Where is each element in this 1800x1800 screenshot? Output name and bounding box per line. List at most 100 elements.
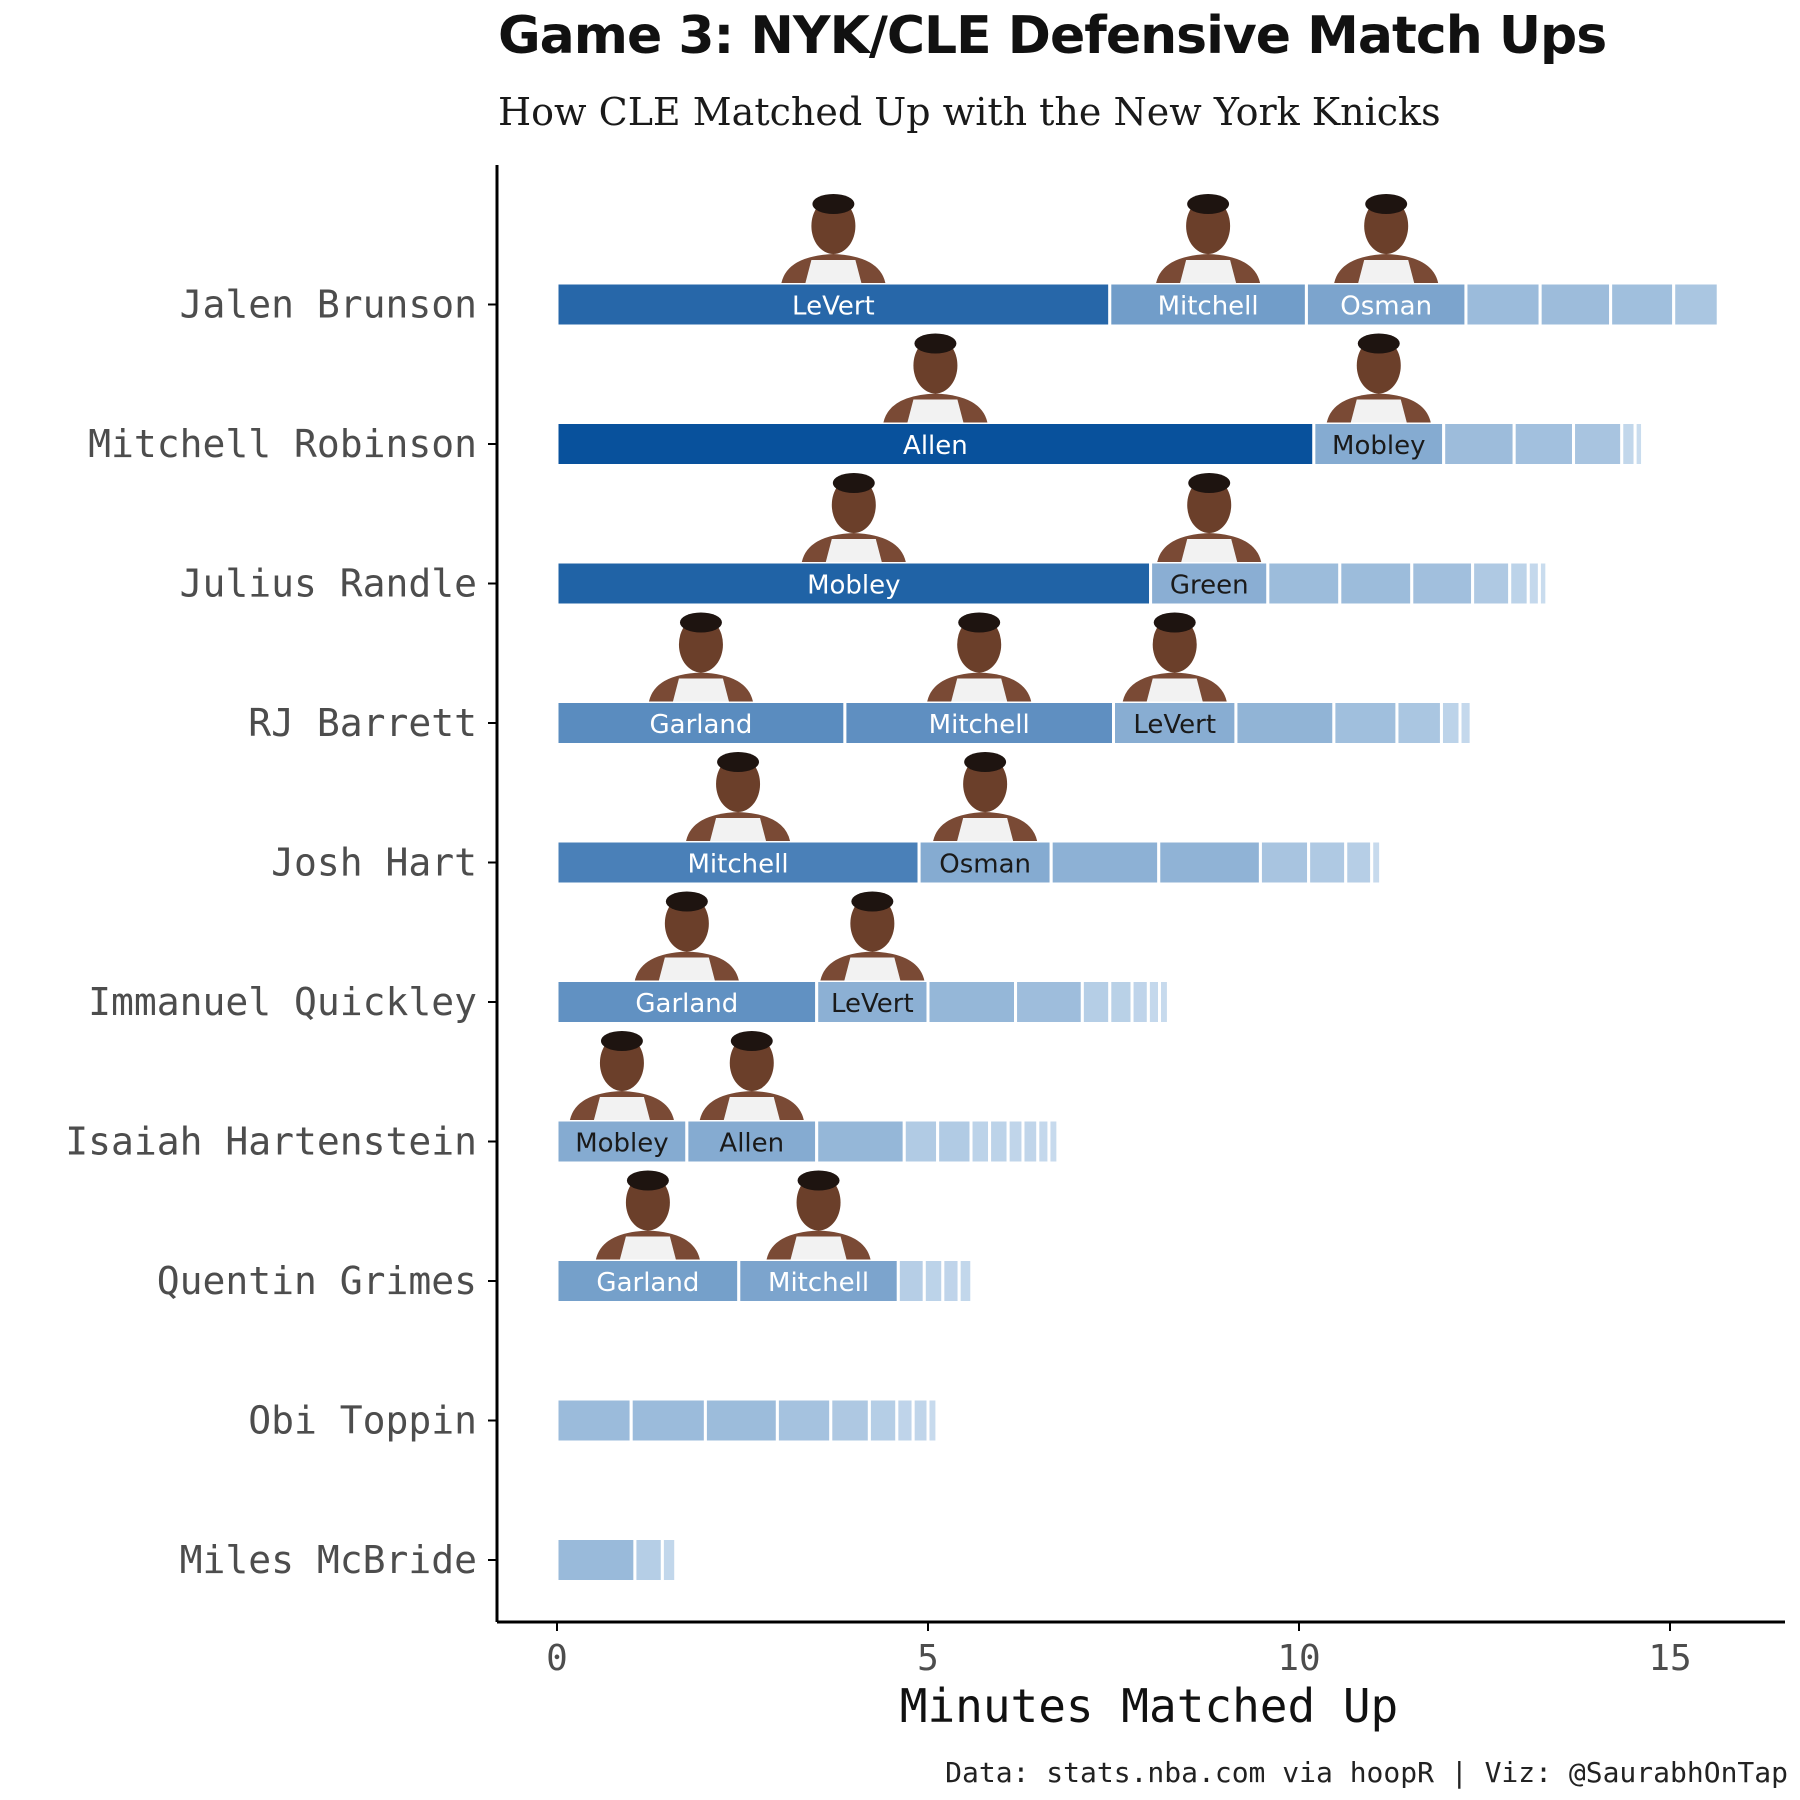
bar-segment — [1146, 979, 1162, 1025]
bar-segment-label: Mobley — [1332, 431, 1425, 461]
headshot-jersey — [593, 1097, 650, 1120]
y-tick-label: Immanuel Quickley — [88, 980, 477, 1024]
bar-segment — [1512, 421, 1576, 467]
bar-segment — [1014, 979, 1084, 1025]
bar-segment-label: Mobley — [807, 571, 900, 601]
headshot-jersey — [844, 957, 901, 981]
bar-segment — [867, 1397, 899, 1444]
headshot-jersey — [825, 539, 882, 562]
bar-segment — [555, 839, 921, 886]
bar-segment — [1049, 839, 1161, 886]
bar-segment — [633, 1537, 664, 1583]
bar-segment — [1538, 281, 1613, 328]
bar-segment-label: Mitchell — [688, 850, 789, 880]
bar-segment — [815, 1118, 906, 1165]
headshot-hair — [832, 473, 875, 493]
headshot-jersey — [957, 818, 1014, 841]
bar-segment — [922, 1258, 945, 1304]
chart-subtitle: How CLE Matched Up with the New York Kni… — [498, 90, 1441, 134]
headshot-hair — [717, 752, 760, 772]
bar-segment — [1672, 281, 1720, 328]
bar-segment — [1006, 1118, 1025, 1165]
bar-segment-label: LeVert — [1133, 710, 1216, 740]
bar-segment — [988, 1118, 1010, 1165]
y-tick-label: Quentin Grimes — [157, 1259, 477, 1303]
bar-segment-label: Garland — [649, 710, 752, 740]
x-axis-title: Minutes Matched Up — [900, 1679, 1399, 1733]
bar-segment — [660, 1537, 678, 1583]
bar-segment-label: LeVert — [792, 292, 875, 322]
bar-segment — [1537, 560, 1549, 607]
bar-segment — [896, 1258, 926, 1304]
bar-segment — [829, 1397, 871, 1444]
headshot-jersey — [1350, 399, 1407, 423]
headshot-jersey — [710, 818, 767, 841]
bar-segment — [1021, 1118, 1040, 1165]
headshot-jersey — [1181, 539, 1238, 562]
bar-segment — [1234, 700, 1336, 746]
bar-segment-label: Allen — [903, 431, 968, 461]
bar-segment — [1439, 700, 1462, 746]
bar-segment — [1108, 979, 1134, 1025]
headshot-jersey — [672, 678, 729, 702]
x-tick-label: 10 — [1277, 1638, 1320, 1679]
bar-segment — [902, 1118, 940, 1165]
bar-segment — [926, 979, 1018, 1025]
headshot-hair — [1153, 612, 1196, 633]
bar-segment — [629, 1397, 707, 1444]
headshot-hair — [851, 891, 894, 912]
bar-segment — [936, 1118, 973, 1165]
bar-segment — [1633, 421, 1645, 467]
bar-segment — [1258, 839, 1311, 886]
bar-segment — [555, 1397, 633, 1444]
bar-segment — [703, 1397, 779, 1444]
chart-title: Game 3: NYK/CLE Defensive Match Ups — [498, 6, 1607, 66]
bar-segment-label: Mitchell — [929, 710, 1030, 740]
chart-caption: Data: stats.nba.com via hoopR | Viz: @Sa… — [945, 1756, 1788, 1789]
headshot-jersey — [1180, 260, 1237, 283]
headshot-hair — [600, 1031, 643, 1051]
bar-segment — [1464, 281, 1542, 328]
bar-segment — [1370, 839, 1383, 886]
bar-segment — [969, 1118, 992, 1165]
bar-segment — [555, 1118, 689, 1165]
headshot-jersey — [907, 399, 964, 423]
bar-segment-label: Mobley — [575, 1129, 668, 1159]
headshot-jersey — [790, 1236, 847, 1260]
bar-segment — [1442, 421, 1516, 467]
headshot-jersey — [619, 1236, 676, 1260]
bar-segment-label: Garland — [635, 989, 738, 1019]
bar-segment — [1508, 560, 1530, 607]
bar-segment — [1047, 1118, 1060, 1165]
x-tick-label: 15 — [1648, 1638, 1691, 1679]
bar-segment-label: Mitchell — [768, 1268, 869, 1298]
x-tick-label: 5 — [917, 1638, 939, 1679]
bar-segment — [1158, 979, 1170, 1025]
headshot-hair — [626, 1170, 669, 1191]
bar-segment — [1332, 700, 1399, 746]
bar-segment — [1338, 560, 1414, 607]
bar-segment — [1471, 560, 1512, 607]
headshot-hair — [1365, 194, 1408, 214]
bar-segment-label: LeVert — [831, 989, 914, 1019]
bar-segment — [895, 1397, 915, 1444]
bar-segment — [1312, 421, 1446, 467]
headshot-hair — [1187, 194, 1230, 214]
bar-segment-label: Osman — [939, 850, 1031, 880]
y-tick-label: Mitchell Robinson — [88, 422, 477, 466]
headshot-jersey — [658, 957, 715, 981]
bar-segment — [1344, 839, 1374, 886]
bar-segment-label: Garland — [596, 1268, 699, 1298]
headshot-hair — [914, 333, 957, 354]
x-tick-label: 0 — [546, 1638, 568, 1679]
y-tick-label: Miles McBride — [180, 1538, 477, 1582]
bar-segment — [1410, 560, 1475, 607]
bar-segment-label: Allen — [719, 1129, 784, 1159]
headshot-hair — [1357, 333, 1400, 354]
bar-segment — [843, 700, 1115, 746]
headshot-jersey — [1146, 678, 1203, 702]
y-tick-label: Josh Hart — [271, 841, 477, 885]
y-tick-label: Julius Randle — [180, 562, 477, 606]
y-tick-label: Obi Toppin — [248, 1399, 477, 1443]
bar-segment — [1620, 421, 1637, 467]
